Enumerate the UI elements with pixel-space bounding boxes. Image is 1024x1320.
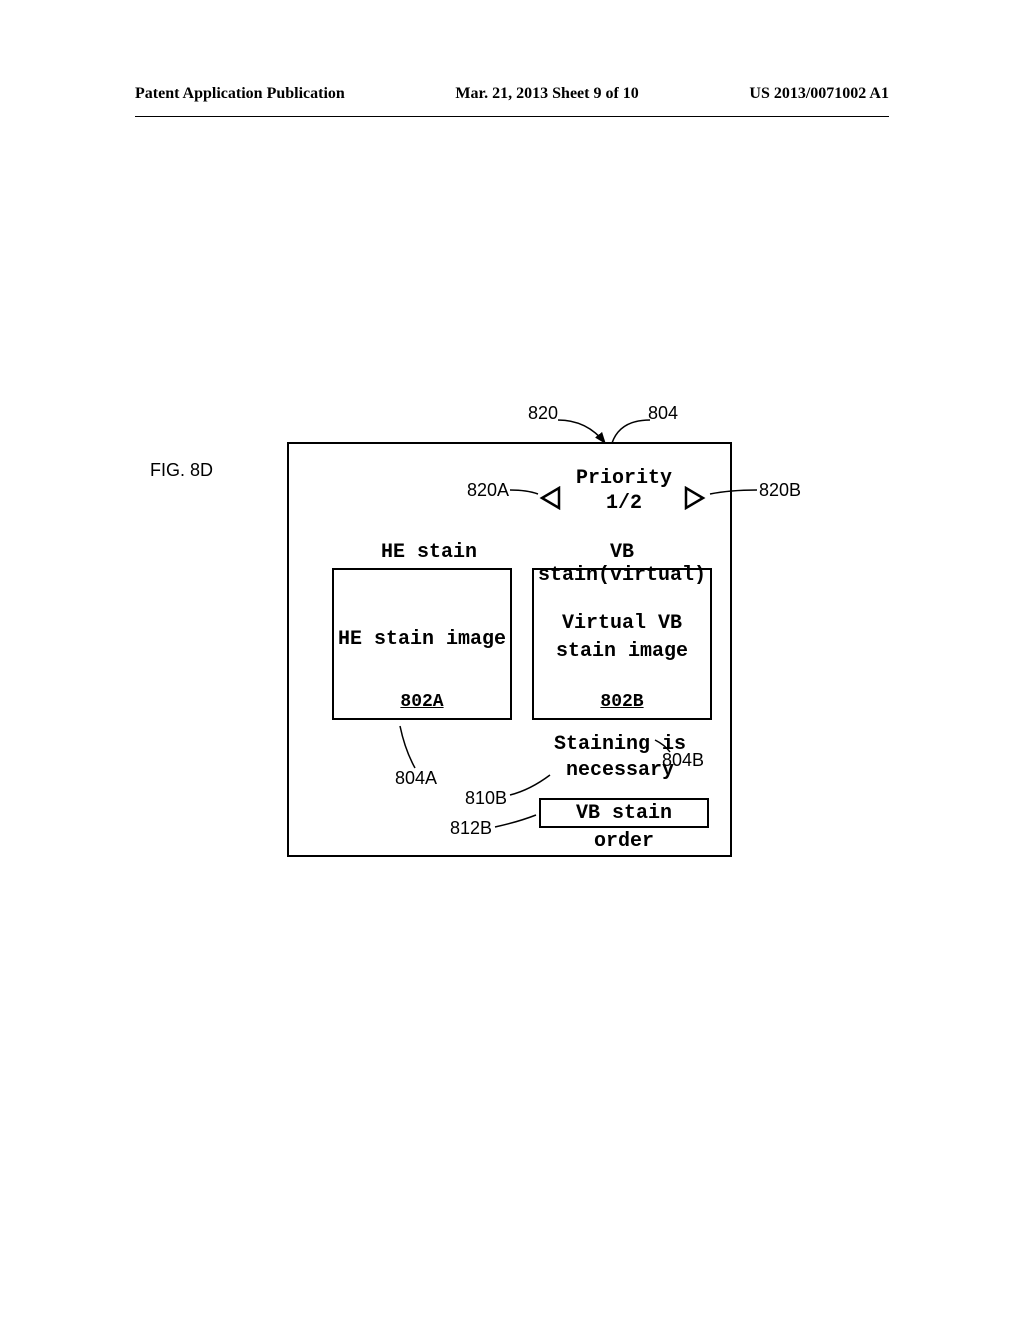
callout-804: 804 <box>648 403 678 424</box>
vb-stain-image-text: Virtual VB stain image <box>534 610 710 666</box>
vb-stain-image-box: Virtual VB stain image 802B <box>532 568 712 720</box>
callout-804A: 804A <box>395 768 437 789</box>
callout-812B: 812B <box>450 818 492 839</box>
callout-820A: 820A <box>467 480 509 501</box>
header-right: US 2013/0071002 A1 <box>749 85 889 103</box>
callout-820B: 820B <box>759 480 801 501</box>
he-stain-title: HE stain <box>349 541 509 564</box>
figure-label: FIG. 8D <box>150 460 213 481</box>
display-window-804: Priority 1/2 HE stain VB stain(virtual) … <box>287 442 732 857</box>
header-left: Patent Application Publication <box>135 85 345 103</box>
he-stain-image-box: HE stain image 802A <box>332 568 512 720</box>
header-center: Mar. 21, 2013 Sheet 9 of 10 <box>455 85 638 103</box>
ref-802B: 802B <box>534 692 710 712</box>
callout-810B: 810B <box>465 788 507 809</box>
priority-prev-icon[interactable] <box>539 486 561 515</box>
vb-stain-order-button[interactable]: VB stain order <box>539 798 709 828</box>
callout-820: 820 <box>528 403 558 424</box>
page-header: Patent Application Publication Mar. 21, … <box>135 85 889 103</box>
header-rule <box>135 116 889 117</box>
priority-next-icon[interactable] <box>684 486 706 515</box>
he-stain-image-text: HE stain image <box>334 626 510 654</box>
ref-802A: 802A <box>334 692 510 712</box>
callout-804B: 804B <box>662 750 704 771</box>
